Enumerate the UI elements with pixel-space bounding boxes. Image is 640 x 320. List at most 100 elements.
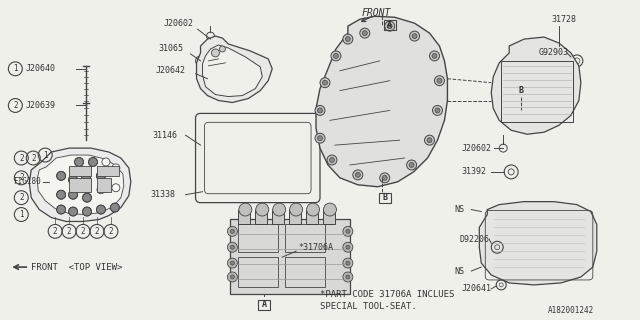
Bar — [306, 210, 318, 224]
Circle shape — [385, 21, 395, 31]
Circle shape — [315, 133, 325, 143]
Bar — [69, 178, 91, 192]
Text: 1: 1 — [13, 64, 18, 73]
Text: NS: NS — [454, 205, 465, 214]
Text: A: A — [387, 21, 392, 30]
Text: 2: 2 — [19, 154, 24, 163]
Polygon shape — [37, 155, 124, 214]
Circle shape — [68, 207, 77, 216]
Circle shape — [355, 172, 360, 177]
Circle shape — [343, 227, 353, 236]
Circle shape — [346, 261, 350, 265]
Bar — [515, 86, 527, 96]
Circle shape — [112, 164, 120, 172]
Circle shape — [220, 46, 225, 52]
Bar — [272, 210, 284, 224]
Text: 2: 2 — [95, 227, 99, 236]
Circle shape — [362, 31, 367, 36]
Circle shape — [330, 157, 335, 163]
Text: B: B — [382, 193, 387, 202]
Circle shape — [97, 172, 106, 180]
Text: G92903: G92903 — [539, 48, 569, 57]
Bar — [238, 210, 250, 224]
Text: 2: 2 — [53, 227, 58, 236]
Text: J20642: J20642 — [156, 66, 186, 75]
Circle shape — [75, 157, 84, 166]
Text: NS: NS — [454, 267, 465, 276]
Circle shape — [410, 31, 420, 41]
Text: D92206: D92206 — [460, 235, 490, 244]
Circle shape — [315, 106, 325, 116]
Text: 31065: 31065 — [159, 44, 184, 53]
Bar — [69, 166, 91, 176]
Circle shape — [343, 272, 353, 282]
Circle shape — [343, 258, 353, 268]
Text: 31146: 31146 — [153, 131, 178, 140]
Circle shape — [429, 51, 440, 61]
Circle shape — [230, 261, 234, 265]
Text: 2: 2 — [13, 101, 18, 110]
Bar — [285, 257, 325, 287]
Circle shape — [343, 242, 353, 252]
Text: 31338: 31338 — [151, 190, 176, 199]
Circle shape — [435, 76, 444, 86]
Text: 2: 2 — [31, 154, 36, 163]
Circle shape — [68, 175, 77, 184]
Circle shape — [331, 51, 341, 61]
Circle shape — [333, 53, 339, 58]
Text: J20641: J20641 — [461, 284, 492, 293]
Bar — [97, 166, 119, 176]
Text: 2: 2 — [19, 193, 24, 202]
Circle shape — [346, 245, 350, 249]
Circle shape — [230, 229, 234, 233]
Circle shape — [327, 155, 337, 165]
Text: B: B — [518, 86, 524, 95]
Circle shape — [273, 203, 285, 216]
Circle shape — [387, 24, 392, 29]
Circle shape — [230, 275, 234, 279]
Text: 31392: 31392 — [461, 167, 486, 176]
Circle shape — [290, 203, 303, 216]
Circle shape — [382, 175, 387, 180]
Circle shape — [360, 28, 370, 38]
Text: A182001242: A182001242 — [548, 306, 594, 315]
Circle shape — [346, 229, 350, 233]
Circle shape — [97, 205, 106, 214]
Text: *PART CODE 31706A INCLUES: *PART CODE 31706A INCLUES — [320, 290, 454, 299]
Circle shape — [435, 108, 440, 113]
Circle shape — [102, 158, 110, 166]
Text: FRONT  <TOP VIEW>: FRONT <TOP VIEW> — [31, 263, 123, 272]
Bar — [230, 220, 350, 294]
Text: 1: 1 — [19, 210, 24, 219]
Text: 1: 1 — [43, 150, 47, 160]
Circle shape — [320, 78, 330, 88]
Circle shape — [97, 186, 105, 194]
Circle shape — [83, 207, 92, 216]
Text: *31706A: *31706A — [298, 243, 333, 252]
Circle shape — [406, 160, 417, 170]
Bar — [289, 210, 301, 224]
Bar — [238, 224, 278, 252]
Circle shape — [111, 203, 120, 212]
Circle shape — [343, 34, 353, 44]
Circle shape — [230, 245, 234, 249]
Circle shape — [227, 227, 237, 236]
Circle shape — [227, 258, 237, 268]
Bar — [323, 210, 335, 224]
Text: FRONT: FRONT — [362, 8, 391, 18]
Polygon shape — [196, 36, 272, 102]
Bar — [259, 300, 270, 310]
Circle shape — [437, 78, 442, 83]
Circle shape — [317, 136, 323, 141]
Bar — [384, 20, 396, 30]
Text: J20602: J20602 — [164, 19, 194, 28]
Circle shape — [239, 203, 252, 216]
Circle shape — [427, 138, 432, 143]
Circle shape — [88, 157, 97, 166]
Text: J20602: J20602 — [461, 144, 492, 153]
Circle shape — [346, 275, 350, 279]
Circle shape — [346, 36, 350, 42]
Circle shape — [433, 106, 442, 116]
Text: SPECIAL TOOL-SEAT.: SPECIAL TOOL-SEAT. — [320, 302, 417, 311]
Circle shape — [409, 163, 414, 167]
